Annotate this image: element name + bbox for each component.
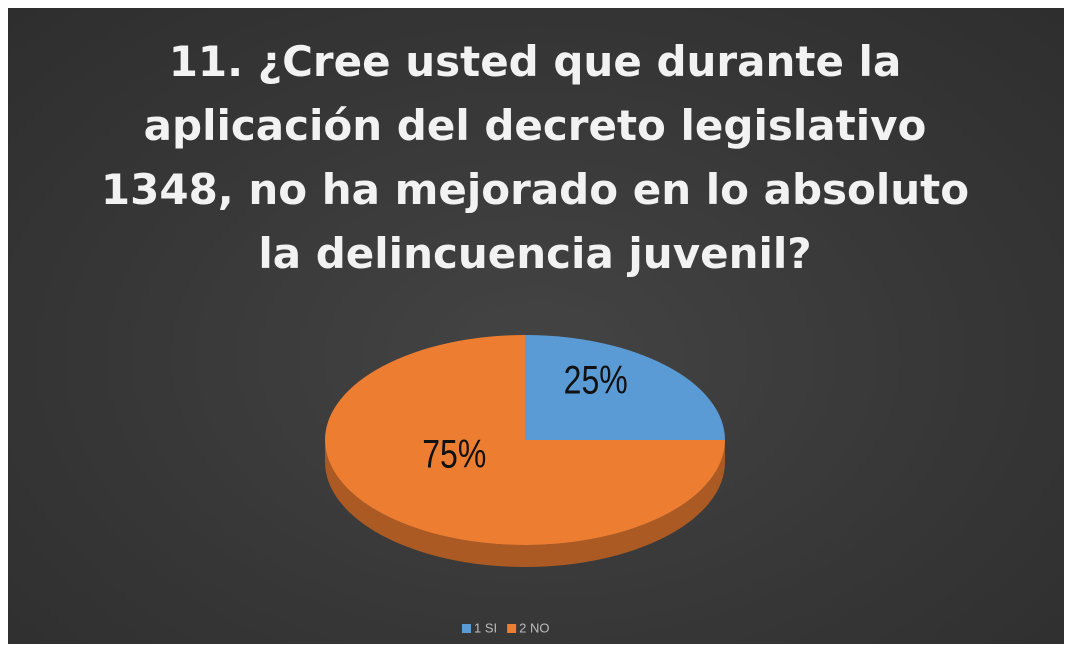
pie-slice-side: [325, 440, 725, 567]
pie-slice: [325, 335, 725, 545]
legend-label: 1 SI: [474, 620, 497, 635]
legend-swatch: [462, 624, 471, 633]
legend-swatch: [507, 624, 517, 633]
chart-title: 11. ¿Cree usted que durante la aplicació…: [100, 37, 970, 278]
legend-label: 2 NO: [519, 620, 549, 635]
pie-slice: [525, 335, 725, 440]
data-label: 75%: [422, 431, 486, 476]
data-label: 25%: [564, 357, 628, 402]
